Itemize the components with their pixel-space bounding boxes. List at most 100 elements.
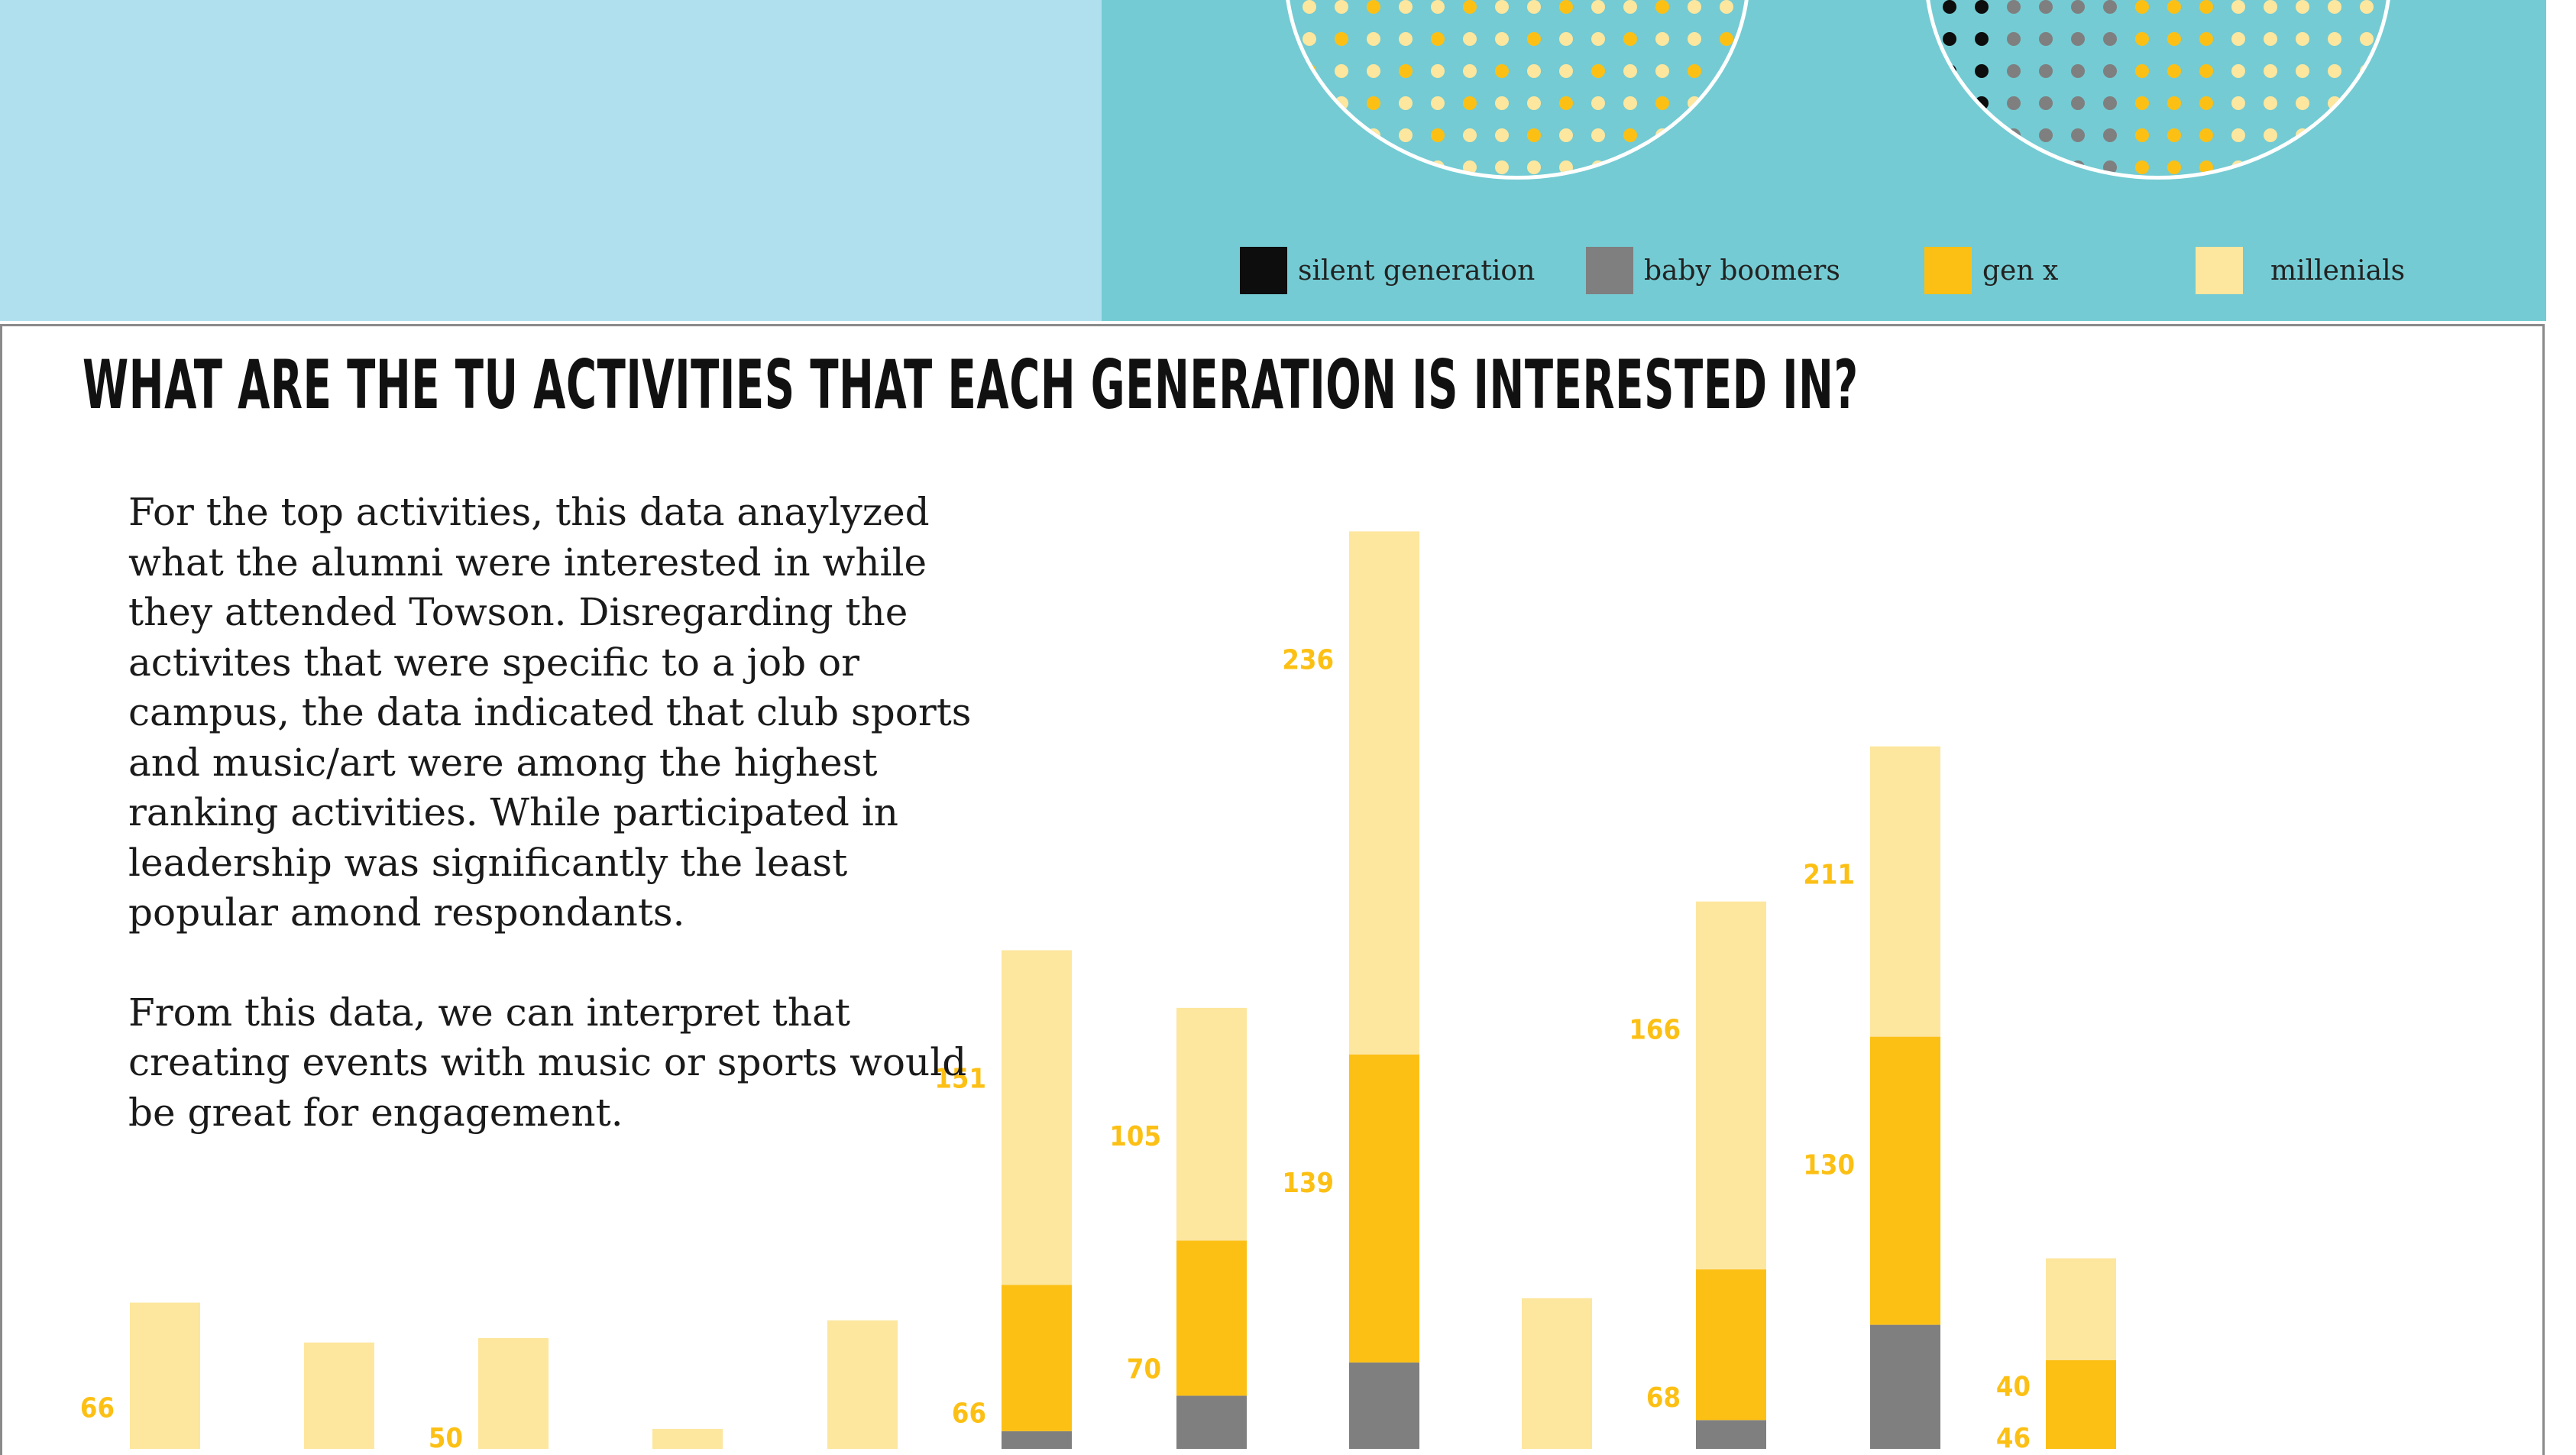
dot [1335,64,1348,78]
dot [2167,128,2181,142]
dot [1591,0,1605,14]
bar-10-boomers-segment [1696,1420,1766,1449]
dot [1688,128,1701,142]
bar-3-millenials-segment [478,1338,549,1449]
legend-label-baby-boomers: baby boomers [1644,254,1840,287]
bar-1-millenials-segment [130,1302,200,1449]
dot [2360,96,2374,110]
dot [1335,32,1348,46]
bar-12-millenials-segment [2046,1258,2116,1360]
dot [1431,32,1445,46]
bar-9-millenials-segment [1522,1298,1592,1449]
dot [2103,96,2117,110]
dot [2264,96,2277,110]
section-paragraph-1: For the top activities, this data anayly… [128,490,972,935]
dot [1463,96,1477,110]
dot [1688,0,1701,14]
dot [1367,96,1380,110]
bar-6-genx-segment [1002,1285,1072,1431]
legend-swatch-silent-generation [1240,247,1287,294]
dot [1495,128,1509,142]
dot [1623,96,1637,110]
chart-section-frame [0,324,2545,1455]
dot [1527,128,1541,142]
dot [2135,64,2149,78]
dot [2103,128,2117,142]
dot [1399,96,1413,110]
dot [2360,128,2374,142]
dot [2264,64,2277,78]
dot [1495,32,1509,46]
dot [2296,32,2309,46]
dot [1495,0,1509,14]
dot [1559,0,1573,14]
bar-6-value-label-1: 66 [952,1398,986,1429]
legend-label-millenials: millenials [2270,254,2406,287]
bar-5-millenials-segment [827,1320,898,1449]
section-paragraph-2: From this data, we can interpret that cr… [128,990,967,1135]
dot [1655,32,1669,46]
dot [2103,64,2117,78]
dot [2199,0,2213,14]
dot [1623,128,1637,142]
dot [1335,160,1348,174]
dot [1303,32,1316,46]
legend-swatch-millenials [2196,247,2243,294]
top-right-panel: silent generation baby boomers gen x mil… [1102,0,2546,321]
dot [2199,32,2213,46]
legend-millenials: millenials [2196,246,2405,295]
right-margin [2546,0,2576,1449]
dot [2231,32,2245,46]
bar-10-value-label-2: 166 [1629,1015,1681,1046]
bar-7-boomers-segment [1176,1395,1247,1449]
dot [1655,64,1669,78]
dot [1527,64,1541,78]
dot [2328,160,2341,174]
bar-4-millenials-segment [652,1428,723,1449]
bar-8-boomers-segment [1349,1362,1419,1449]
dot [1975,128,1989,142]
dot [2264,0,2277,14]
dot [2328,96,2341,110]
dot [1303,64,1316,78]
legend-silent-generation: silent generation [1240,246,1535,295]
dot [1688,96,1701,110]
dot [1943,160,1956,174]
legend-label-gen-x: gen x [1982,254,2059,287]
bar-11-value-label-1: 130 [1803,1150,1855,1181]
section-body: For the top activities, this data anayly… [128,488,976,1188]
dot [2007,32,2021,46]
bar-2-millenials-segment [304,1342,374,1449]
bar-7-millenials-segment [1176,1007,1247,1241]
dot-grid-right [1943,0,2374,174]
dot [1591,128,1605,142]
dot [1975,0,1989,14]
dot [1399,160,1413,174]
dot [1495,64,1509,78]
bar-1-value-label-1: 66 [80,1393,115,1424]
dot [1943,64,1956,78]
dot [2007,64,2021,78]
dot [2071,96,2085,110]
dot [2360,160,2374,174]
dot [1559,64,1573,78]
bar-10-millenials-segment [1696,901,1766,1270]
dot [2071,32,2085,46]
dot [2296,0,2309,14]
bar-11-genx-segment [1870,1036,1940,1325]
dot [2360,0,2374,14]
generation-dot-circle-right [1924,0,2392,180]
dot [2103,0,2117,14]
dot [2007,96,2021,110]
dot [1623,32,1637,46]
dot [1367,0,1380,14]
bar-6-value-label-2: 151 [934,1064,986,1095]
bar-12-genx-segment [2046,1360,2116,1449]
dot [2296,128,2309,142]
dot [2071,160,2085,174]
dot [1367,128,1380,142]
dot [1688,160,1701,174]
dot [2135,128,2149,142]
dot [2231,128,2245,142]
dot [2231,64,2245,78]
